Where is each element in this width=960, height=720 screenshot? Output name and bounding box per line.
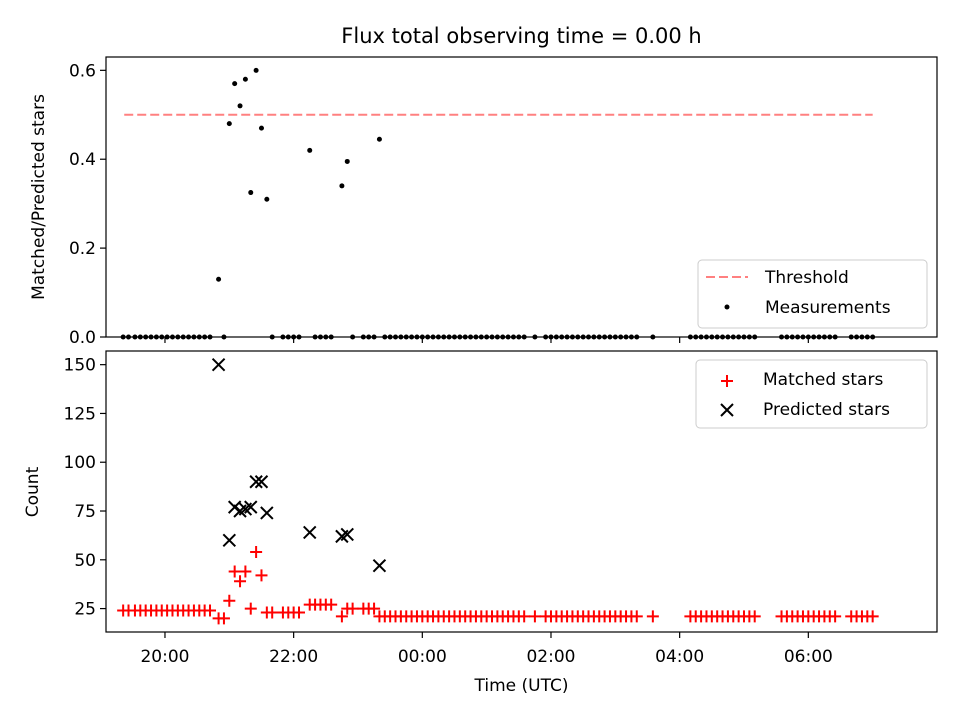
matched-star-point (239, 565, 252, 578)
matched-star-point (217, 612, 230, 625)
top-panel: 0.0 0.2 0.4 0.6 Matched/Predicted stars Thr… (29, 56, 938, 348)
measurement-point (253, 67, 259, 73)
predicted-star-point (249, 475, 263, 489)
matched-star-point (335, 610, 348, 623)
matched-star-point (325, 598, 338, 611)
bottom-legend-box (695, 359, 928, 429)
matched-star-point (368, 602, 381, 615)
bottom-x-tick-label: 00:00 (398, 647, 447, 667)
top-y-axis-ticks: 0.0 0.2 0.4 0.6 (69, 61, 106, 348)
top-y-tick-label: 0.2 (69, 239, 96, 259)
predicted-star-point (244, 500, 258, 514)
bottom-x-tick-label: 20:00 (140, 647, 189, 667)
predicted-star-point (260, 506, 274, 520)
top-y-tick-label: 0.0 (69, 328, 96, 348)
bottom-y-tick-label: 50 (74, 551, 96, 571)
measurement-point (232, 81, 238, 87)
measurement-point (307, 147, 313, 153)
matched-star-point (528, 610, 541, 623)
legend-predicted-label: Predicted stars (763, 400, 890, 420)
matched-star-point (234, 575, 247, 588)
bottom-y-tick-label: 125 (64, 404, 96, 424)
matched-star-point (255, 569, 268, 582)
matched-star-point (748, 610, 761, 623)
measurement-point (242, 76, 248, 82)
legend-matched-label: Matched stars (763, 370, 883, 390)
measurement-point (264, 196, 270, 202)
bottom-x-tick-label: 06:00 (784, 647, 833, 667)
predicted-star-point (222, 533, 237, 547)
predicted-star-point (211, 357, 226, 372)
predicted-star-point (372, 558, 387, 573)
matched-star-point (829, 610, 842, 623)
bottom-y-tick-label: 75 (74, 502, 96, 522)
matched-stars-points (117, 545, 879, 625)
matched-star-point (293, 606, 306, 619)
measurement-point (226, 121, 232, 127)
matched-star-point (204, 604, 217, 617)
top-legend: Threshold Measurements (697, 259, 928, 329)
matched-star-point (646, 610, 659, 623)
matched-star-point (518, 610, 531, 623)
top-y-tick-label: 0.6 (69, 61, 96, 81)
measurement-point (248, 190, 254, 196)
matched-star-point (244, 602, 257, 615)
matched-star-point (630, 610, 643, 623)
legend-measurements-label: Measurements (765, 298, 891, 318)
x-axis-label: Time (UTC) (474, 676, 569, 696)
legend-predicted-swatch (720, 403, 734, 417)
bottom-x-tick-label: 02:00 (526, 647, 575, 667)
top-y-tick-label: 0.4 (69, 150, 96, 170)
predicted-star-point (254, 475, 269, 489)
matched-star-point (866, 610, 879, 623)
bottom-y-tick-label: 150 (64, 356, 96, 376)
top-plot-frame (105, 56, 938, 338)
legend-measurements-swatch (724, 304, 730, 310)
predicted-star-point (340, 527, 354, 542)
top-y-axis-label: Matched/Predicted stars (29, 94, 49, 300)
bottom-y-tick-label: 100 (64, 453, 96, 473)
measurement-point (376, 136, 382, 142)
measurement-point (216, 276, 222, 282)
top-x-axis-ticks (164, 337, 809, 343)
bottom-x-axis-ticks: 20:00 22:00 00:00 02:00 04:00 06:00 (140, 632, 833, 667)
bottom-y-axis-ticks: 25 50 75 100 125 150 (64, 356, 106, 620)
measurement-point (339, 183, 345, 189)
top-legend-box (697, 259, 928, 329)
figure-title: Flux total observing time = 0.00 h (341, 24, 701, 48)
bottom-y-tick-label: 25 (74, 600, 96, 620)
legend-matched-swatch (721, 375, 733, 387)
measurement-point (237, 103, 243, 109)
predicted-stars-points (211, 357, 387, 573)
legend-threshold-label: Threshold (764, 268, 849, 288)
measurement-point (344, 158, 350, 164)
measurement-point (258, 125, 264, 131)
matched-star-point (223, 594, 236, 607)
bottom-y-axis-label: Count (23, 466, 43, 517)
matched-star-point (266, 606, 279, 619)
bottom-plot-frame (105, 350, 938, 633)
bottom-x-tick-label: 22:00 (269, 647, 318, 667)
bottom-panel: 25 50 75 100 125 150 20:00 22:00 00:00 02:00 04:0… (23, 350, 938, 696)
bottom-x-tick-label: 04:00 (655, 647, 704, 667)
predicted-star-point (303, 525, 317, 540)
bottom-legend: Matched stars Predicted stars (695, 359, 928, 429)
matched-star-point (250, 545, 263, 558)
matched-star-point (228, 565, 241, 578)
matched-star-point (346, 602, 359, 615)
